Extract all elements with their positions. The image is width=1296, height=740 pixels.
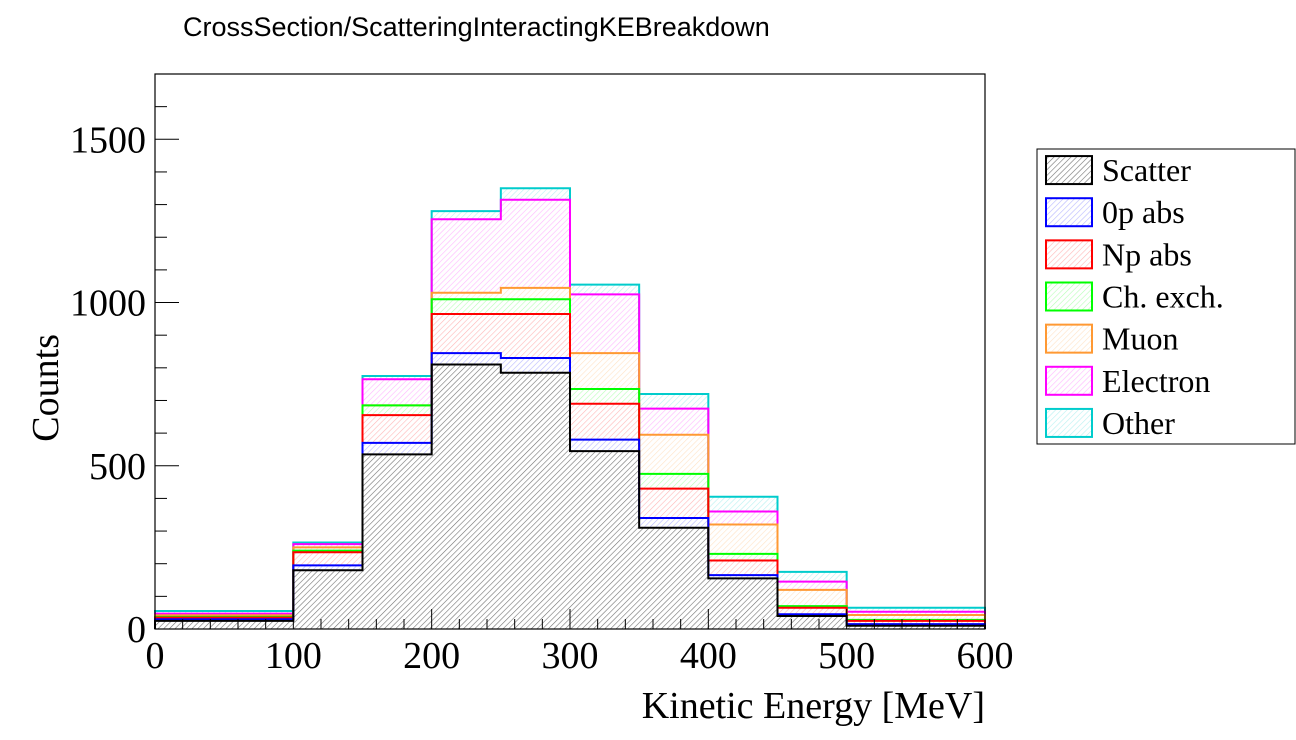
histogram-layer: [154, 187, 986, 630]
y-tick-label: 1500: [70, 119, 146, 161]
legend-swatch-electron: [1045, 365, 1093, 396]
axis-layer: 0 100 200 300 400 500 600 0 500 1000 1500: [70, 73, 1014, 677]
legend: Scatter 0p abs Np abs Ch. exch. Muon Electron…: [1036, 148, 1296, 445]
line-electron: [154, 198, 986, 629]
legend-swatch-0p-abs: [1045, 197, 1093, 228]
line-scatter: [154, 363, 986, 629]
legend-swatch-other: [1045, 407, 1093, 438]
y-tick-label: 0: [127, 609, 146, 651]
y-tick-label: 1000: [70, 283, 146, 325]
x-tick-label: 0: [146, 635, 165, 677]
legend-swatch-np-abs: [1045, 239, 1093, 270]
legend-label-scatter: Scatter: [1102, 152, 1191, 188]
legend-swatch-ch-exch: [1045, 281, 1093, 312]
legend-label-np-abs: Np abs: [1102, 236, 1192, 272]
legend-swatch-scatter: [1045, 155, 1093, 186]
x-tick-label: 600: [957, 635, 1014, 677]
legend-swatch-muon: [1045, 323, 1093, 354]
legend-label-0p-abs: 0p abs: [1102, 194, 1185, 230]
x-tick-label: 400: [680, 635, 737, 677]
x-tick-label: 200: [403, 635, 460, 677]
legend-label-other: Other: [1102, 405, 1175, 441]
y-tick-label: 500: [89, 446, 146, 488]
legend-label-muon: Muon: [1102, 321, 1178, 357]
y-axis-label: Counts: [25, 334, 67, 442]
x-axis-label: Kinetic Energy [MeV]: [642, 685, 985, 727]
x-tick-label: 300: [542, 635, 599, 677]
x-tick-label: 100: [265, 635, 322, 677]
chart-title: CrossSection/ScatteringInteractingKEBrea…: [183, 12, 770, 42]
legend-label-electron: Electron: [1102, 363, 1210, 399]
legend-label-ch-exch: Ch. exch.: [1102, 279, 1224, 315]
x-tick-label: 500: [818, 635, 875, 677]
